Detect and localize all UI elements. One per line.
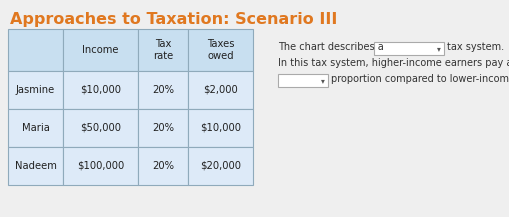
Text: Nadeem: Nadeem bbox=[15, 161, 56, 171]
Bar bbox=[138, 71, 188, 109]
Text: Tax
rate: Tax rate bbox=[153, 39, 173, 61]
Bar bbox=[63, 147, 138, 185]
Bar bbox=[188, 29, 252, 71]
Text: proportion compared to lower-income earners.: proportion compared to lower-income earn… bbox=[330, 74, 509, 84]
Bar bbox=[8, 71, 63, 109]
Text: Maria: Maria bbox=[21, 123, 49, 133]
Text: In this tax system, higher-income earners pay a(n): In this tax system, higher-income earner… bbox=[277, 58, 509, 68]
Text: The chart describes a: The chart describes a bbox=[277, 42, 383, 52]
Bar bbox=[188, 109, 252, 147]
Text: tax system.: tax system. bbox=[446, 42, 503, 52]
Text: $100,000: $100,000 bbox=[77, 161, 124, 171]
Bar bbox=[138, 29, 188, 71]
Text: $2,000: $2,000 bbox=[203, 85, 237, 95]
Text: $20,000: $20,000 bbox=[200, 161, 241, 171]
Bar bbox=[138, 109, 188, 147]
Text: 20%: 20% bbox=[152, 123, 174, 133]
Bar bbox=[63, 71, 138, 109]
Bar bbox=[138, 147, 188, 185]
Text: Approaches to Taxation: Scenario III: Approaches to Taxation: Scenario III bbox=[10, 12, 337, 27]
Text: ▾: ▾ bbox=[321, 76, 324, 85]
Text: Jasmine: Jasmine bbox=[16, 85, 55, 95]
Bar bbox=[188, 71, 252, 109]
Bar bbox=[8, 109, 63, 147]
Text: $50,000: $50,000 bbox=[80, 123, 121, 133]
Text: 20%: 20% bbox=[152, 161, 174, 171]
Bar bbox=[63, 29, 138, 71]
Bar bbox=[188, 147, 252, 185]
Text: $10,000: $10,000 bbox=[200, 123, 241, 133]
Bar bbox=[8, 29, 63, 71]
Text: ▾: ▾ bbox=[436, 44, 440, 53]
Text: Income: Income bbox=[82, 45, 119, 55]
Text: Taxes
owed: Taxes owed bbox=[206, 39, 234, 61]
Bar bbox=[63, 109, 138, 147]
Bar bbox=[8, 147, 63, 185]
Text: 20%: 20% bbox=[152, 85, 174, 95]
Bar bbox=[373, 42, 443, 55]
Bar bbox=[277, 74, 327, 87]
Text: $10,000: $10,000 bbox=[80, 85, 121, 95]
